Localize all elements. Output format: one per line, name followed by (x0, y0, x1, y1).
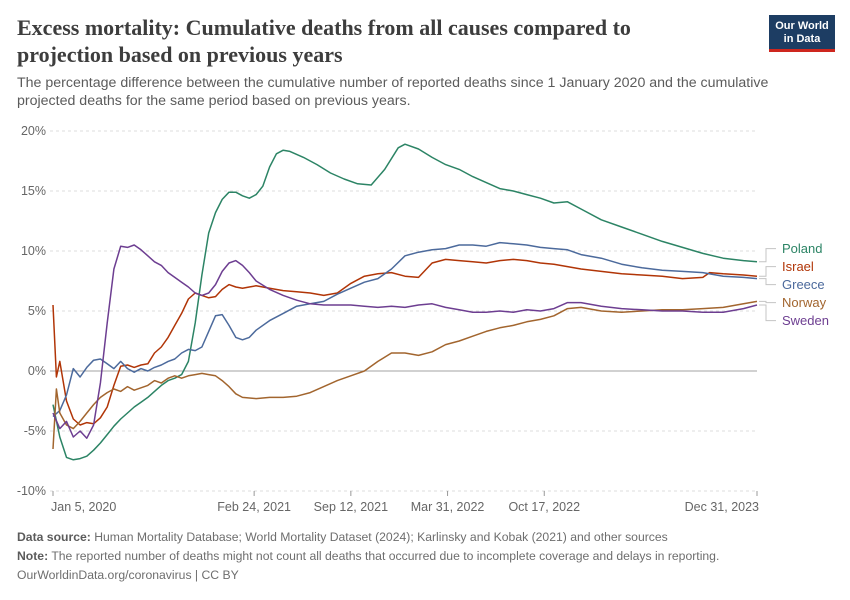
legend-connector (759, 300, 776, 304)
line-chart: -10% -5% 0% 5% 10% 15% 20% Jan 5, 2020 Feb 24, … (17, 124, 829, 514)
chart-subtitle: The percentage difference between the cu… (17, 75, 769, 109)
note-line: Note: The reported number of deaths migh… (17, 547, 837, 566)
legend-label-poland[interactable]: Poland (782, 241, 822, 256)
y-tick-label: -5% (24, 424, 46, 438)
x-axis-ticks: Jan 5, 2020 Feb 24, 2021 Sep 12, 2021 Mar 3… (51, 491, 759, 514)
data-source-label: Data source: (17, 530, 91, 544)
x-tick-label: Dec 31, 2023 (685, 500, 759, 514)
legend-label-israel[interactable]: Israel (782, 259, 814, 274)
series-line-greece[interactable] (52, 241, 758, 418)
y-tick-label: 20% (21, 124, 46, 138)
series-line-norway[interactable] (52, 300, 758, 450)
x-tick-label: Oct 17, 2022 (508, 500, 580, 514)
note-label: Note: (17, 549, 49, 563)
line-end-legend: Poland Israel Greece Norway Sweden (759, 241, 829, 328)
chart-title: Excess mortality: Cumulative deaths from… (17, 15, 631, 67)
legend-label-norway[interactable]: Norway (782, 295, 827, 310)
y-tick-label: 5% (28, 304, 46, 318)
x-tick-label: Feb 24, 2021 (217, 500, 291, 514)
legend-connector (759, 248, 776, 263)
y-tick-label: 0% (28, 364, 46, 378)
x-tick-label: Sep 12, 2021 (314, 500, 388, 514)
x-tick-label: Jan 5, 2020 (51, 500, 116, 514)
series-line-israel[interactable] (52, 258, 758, 426)
legend-connector (759, 266, 776, 277)
data-source-line: Data source: Human Mortality Database; W… (17, 528, 837, 547)
series-line-poland[interactable] (52, 143, 758, 461)
y-tick-label: -10% (17, 484, 46, 498)
series-lines (52, 143, 758, 461)
data-source-text[interactable]: Human Mortality Database; World Mortalit… (94, 530, 668, 544)
y-axis-ticks: -10% -5% 0% 5% 10% 15% 20% (17, 124, 46, 498)
legend-connector (759, 278, 776, 286)
x-tick-label: Mar 31, 2022 (411, 500, 485, 514)
chart-footer: Data source: Human Mortality Database; W… (17, 528, 837, 585)
logo-line-1: Our World (775, 20, 829, 32)
legend-label-sweden[interactable]: Sweden (782, 313, 829, 328)
credit-line[interactable]: OurWorldinData.org/coronavirus | CC BY (17, 568, 239, 582)
note-text: The reported number of deaths might not … (51, 549, 720, 563)
logo-line-2: in Data (783, 33, 821, 45)
y-tick-label: 10% (21, 244, 46, 258)
series-line-sweden[interactable] (52, 244, 758, 439)
legend-label-greece[interactable]: Greece (782, 277, 825, 292)
y-tick-label: 15% (21, 184, 46, 198)
owid-logo[interactable]: Our World in Data (769, 15, 835, 52)
legend-connector (759, 304, 776, 322)
